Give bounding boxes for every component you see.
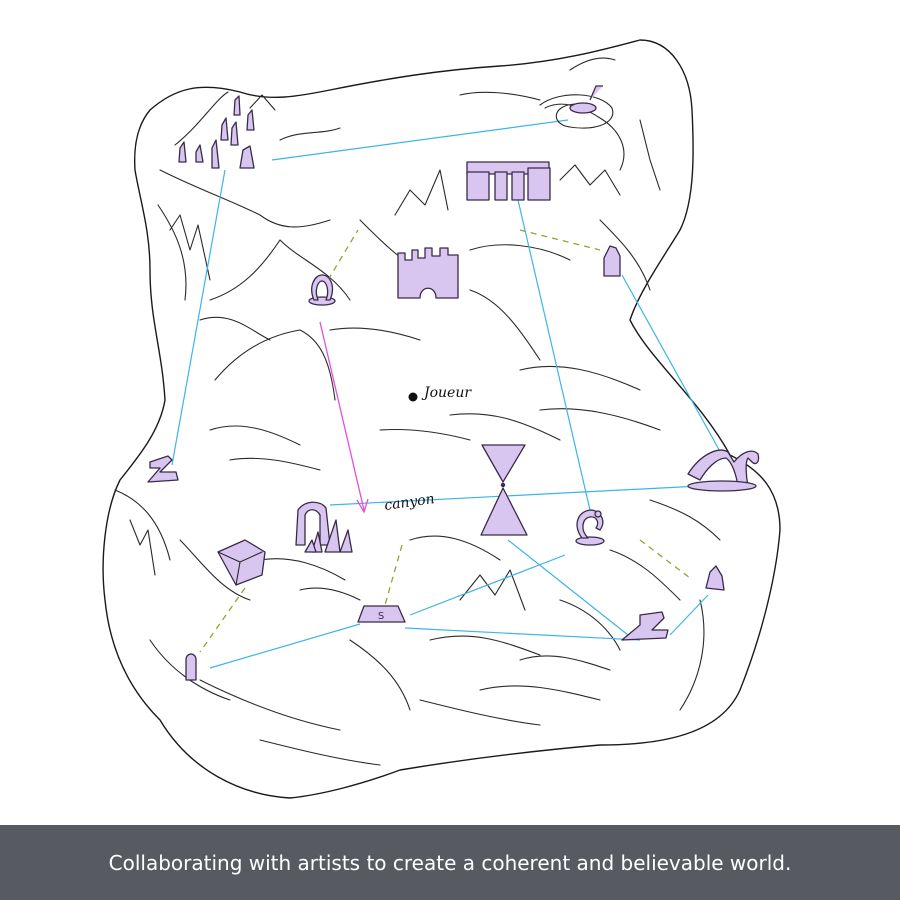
orb-shrine[interactable] xyxy=(575,509,605,546)
trail-network xyxy=(199,229,691,653)
spiral-altar[interactable] xyxy=(539,85,614,129)
route-line xyxy=(517,199,591,511)
z-rune-west[interactable] xyxy=(147,455,179,483)
trail-line xyxy=(384,544,403,606)
player-label: Joueur xyxy=(421,385,472,401)
z-rune-east[interactable] xyxy=(621,611,669,641)
watchtower-north[interactable] xyxy=(603,245,621,277)
route-line xyxy=(669,594,709,636)
caption-text: Collaborating with artists to create a c… xyxy=(108,850,792,875)
route-network xyxy=(171,119,723,669)
route-line xyxy=(171,169,226,466)
cube-ruin[interactable] xyxy=(217,539,266,586)
route-line xyxy=(209,623,361,669)
hourglass-obelisk[interactable] xyxy=(480,444,528,536)
player-path-arrowhead xyxy=(356,498,369,514)
crystal-post[interactable] xyxy=(705,565,725,591)
world-map: S Joueur canyon xyxy=(102,39,781,799)
plinth-glyph: S xyxy=(378,611,384,622)
terrain-sketch xyxy=(114,57,721,766)
player-path xyxy=(319,321,369,514)
menhir-field[interactable] xyxy=(178,95,255,169)
route-line xyxy=(271,119,569,161)
trail-line xyxy=(639,539,691,579)
player-marker[interactable]: Joueur xyxy=(408,385,473,402)
castle[interactable] xyxy=(397,247,459,299)
canyon-label: canyon xyxy=(383,491,435,514)
pillar-south[interactable] xyxy=(185,653,197,681)
trail-line xyxy=(519,229,601,251)
route-line xyxy=(329,485,701,506)
stone-arch[interactable] xyxy=(687,449,760,492)
route-line xyxy=(507,539,629,636)
route-line xyxy=(409,554,566,616)
trail-line xyxy=(199,587,246,653)
caption-bar: Collaborating with artists to create a c… xyxy=(0,825,900,900)
crystal-portal[interactable] xyxy=(295,501,353,553)
stone-temple[interactable] xyxy=(466,161,551,201)
route-line xyxy=(404,627,641,641)
player-path-line xyxy=(319,321,365,511)
map-drawing: S Joueur canyon xyxy=(102,39,781,799)
trail-line xyxy=(327,229,359,281)
ring-shrine[interactable] xyxy=(308,274,336,306)
s-plinth[interactable]: S xyxy=(357,605,406,623)
route-line xyxy=(621,274,723,456)
island-outline xyxy=(102,39,781,799)
